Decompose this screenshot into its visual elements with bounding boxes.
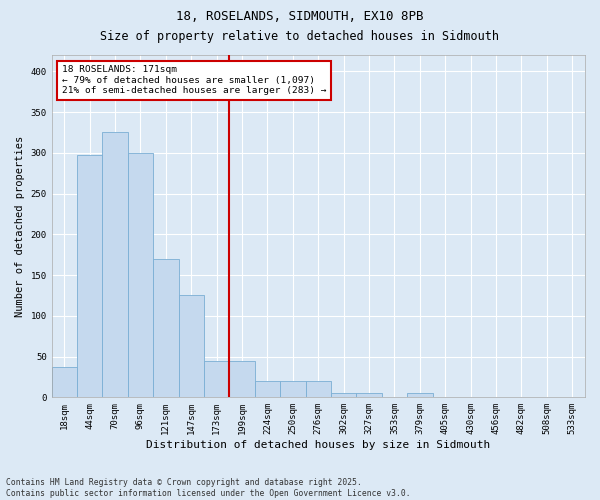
Bar bbox=[179, 296, 204, 398]
Bar bbox=[407, 394, 433, 398]
Bar bbox=[153, 259, 179, 398]
Bar bbox=[103, 132, 128, 398]
Y-axis label: Number of detached properties: Number of detached properties bbox=[15, 136, 25, 317]
Bar bbox=[280, 381, 305, 398]
Text: 18, ROSELANDS, SIDMOUTH, EX10 8PB: 18, ROSELANDS, SIDMOUTH, EX10 8PB bbox=[176, 10, 424, 23]
Bar bbox=[305, 381, 331, 398]
Bar bbox=[77, 156, 103, 398]
Text: Contains HM Land Registry data © Crown copyright and database right 2025.
Contai: Contains HM Land Registry data © Crown c… bbox=[6, 478, 410, 498]
Bar bbox=[229, 360, 255, 398]
Text: 18 ROSELANDS: 171sqm
← 79% of detached houses are smaller (1,097)
21% of semi-de: 18 ROSELANDS: 171sqm ← 79% of detached h… bbox=[62, 66, 327, 95]
Text: Size of property relative to detached houses in Sidmouth: Size of property relative to detached ho… bbox=[101, 30, 499, 43]
Bar bbox=[331, 394, 356, 398]
Bar bbox=[52, 367, 77, 398]
Bar bbox=[204, 360, 229, 398]
Bar bbox=[255, 381, 280, 398]
Bar bbox=[128, 153, 153, 398]
Bar bbox=[356, 394, 382, 398]
X-axis label: Distribution of detached houses by size in Sidmouth: Distribution of detached houses by size … bbox=[146, 440, 490, 450]
